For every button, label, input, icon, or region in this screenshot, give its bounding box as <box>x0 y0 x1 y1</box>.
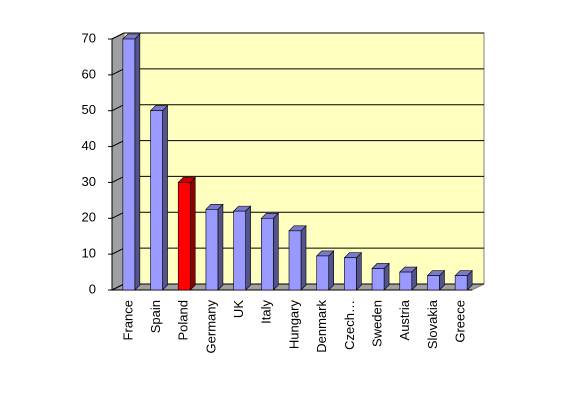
bar <box>233 210 246 291</box>
x-tick-label: France <box>120 300 135 340</box>
bar <box>205 209 219 291</box>
grid-line <box>111 140 125 148</box>
x-tick-label: Spain <box>148 300 163 333</box>
bar-side <box>245 205 251 291</box>
bar <box>177 182 191 291</box>
grid-line <box>111 104 125 112</box>
x-tick-label: Czech… <box>342 300 357 350</box>
grid-line <box>111 211 125 219</box>
y-tick-label: 30 <box>82 174 96 189</box>
bar-side <box>189 176 196 291</box>
bar-side <box>273 212 279 291</box>
x-tick-label: Austria <box>397 299 412 340</box>
y-tick-label: 40 <box>82 138 96 153</box>
bar-side <box>328 250 334 291</box>
bar-side <box>217 203 224 291</box>
y-tick-label: 20 <box>82 210 96 225</box>
bar <box>261 217 274 291</box>
y-tick-label: 50 <box>82 102 96 117</box>
bar <box>122 38 136 291</box>
bar <box>316 255 329 291</box>
bar <box>427 275 440 291</box>
x-tick-label: Hungary <box>286 300 301 350</box>
bar-side <box>162 104 168 291</box>
y-tick-label: 60 <box>82 66 96 81</box>
y-tick-label: 10 <box>82 246 96 261</box>
bar <box>344 257 357 291</box>
bar <box>371 268 385 291</box>
bar <box>454 275 468 291</box>
bar <box>150 110 163 291</box>
y-tick-label: 0 <box>89 281 96 296</box>
y-tick-label: 70 <box>82 30 96 45</box>
grid-line <box>111 32 125 40</box>
bar-side <box>356 252 362 291</box>
x-tick-label: Denmark <box>314 300 329 353</box>
x-tick-label: Poland <box>176 300 191 340</box>
bar-side <box>134 33 141 291</box>
x-tick-label: Slovakia <box>425 299 440 349</box>
x-tick-label: UK <box>231 300 246 318</box>
x-tick-label: Greece <box>453 300 468 343</box>
x-tick-label: Germany <box>203 300 218 354</box>
grid-line <box>111 247 125 255</box>
bar <box>288 230 302 291</box>
x-tick-label: Sweden <box>370 300 385 347</box>
bar-side <box>300 225 307 291</box>
x-tick-label: Italy <box>259 300 274 324</box>
grid-line <box>111 68 125 76</box>
grid-line <box>111 283 125 291</box>
grid-line <box>111 175 125 183</box>
bar <box>399 271 413 291</box>
